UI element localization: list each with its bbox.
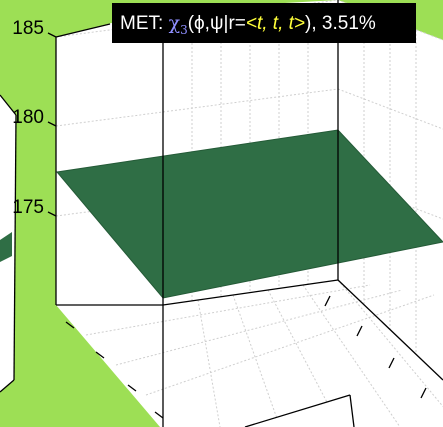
- left-subplot-fragment: [0, 94, 17, 393]
- floor-plane: [56, 280, 443, 427]
- chi-symbol: χ: [168, 12, 181, 34]
- chart-title: MET: χ3(ϕ,ψ|r=<t, t, t>), 3.51%: [112, 3, 416, 43]
- z-tick-label: 180: [12, 107, 44, 128]
- grid-line: [115, 289, 403, 366]
- axis-box: [55, 0, 443, 427]
- surface-patch: [56, 129, 443, 299]
- title-args-close: ), 3.51%: [305, 13, 376, 34]
- grid-line: [302, 284, 401, 427]
- title-r-value: <t, t, t>: [245, 13, 306, 34]
- grid-line: [232, 294, 281, 427]
- z-tick-label: 185: [12, 18, 44, 39]
- grid-line: [145, 294, 435, 396]
- title-args-open: (ϕ,ψ|r=: [187, 13, 246, 34]
- grid-line: [55, 88, 339, 127]
- x-tick-marks: [65, 295, 427, 419]
- z-tick-marks: [47, 32, 57, 217]
- grid-line: [197, 299, 221, 427]
- grid-line: [85, 284, 371, 336]
- title-prefix: MET:: [120, 13, 169, 34]
- chi-subscript: 3: [180, 23, 188, 37]
- z-tick-label: 175: [12, 197, 44, 218]
